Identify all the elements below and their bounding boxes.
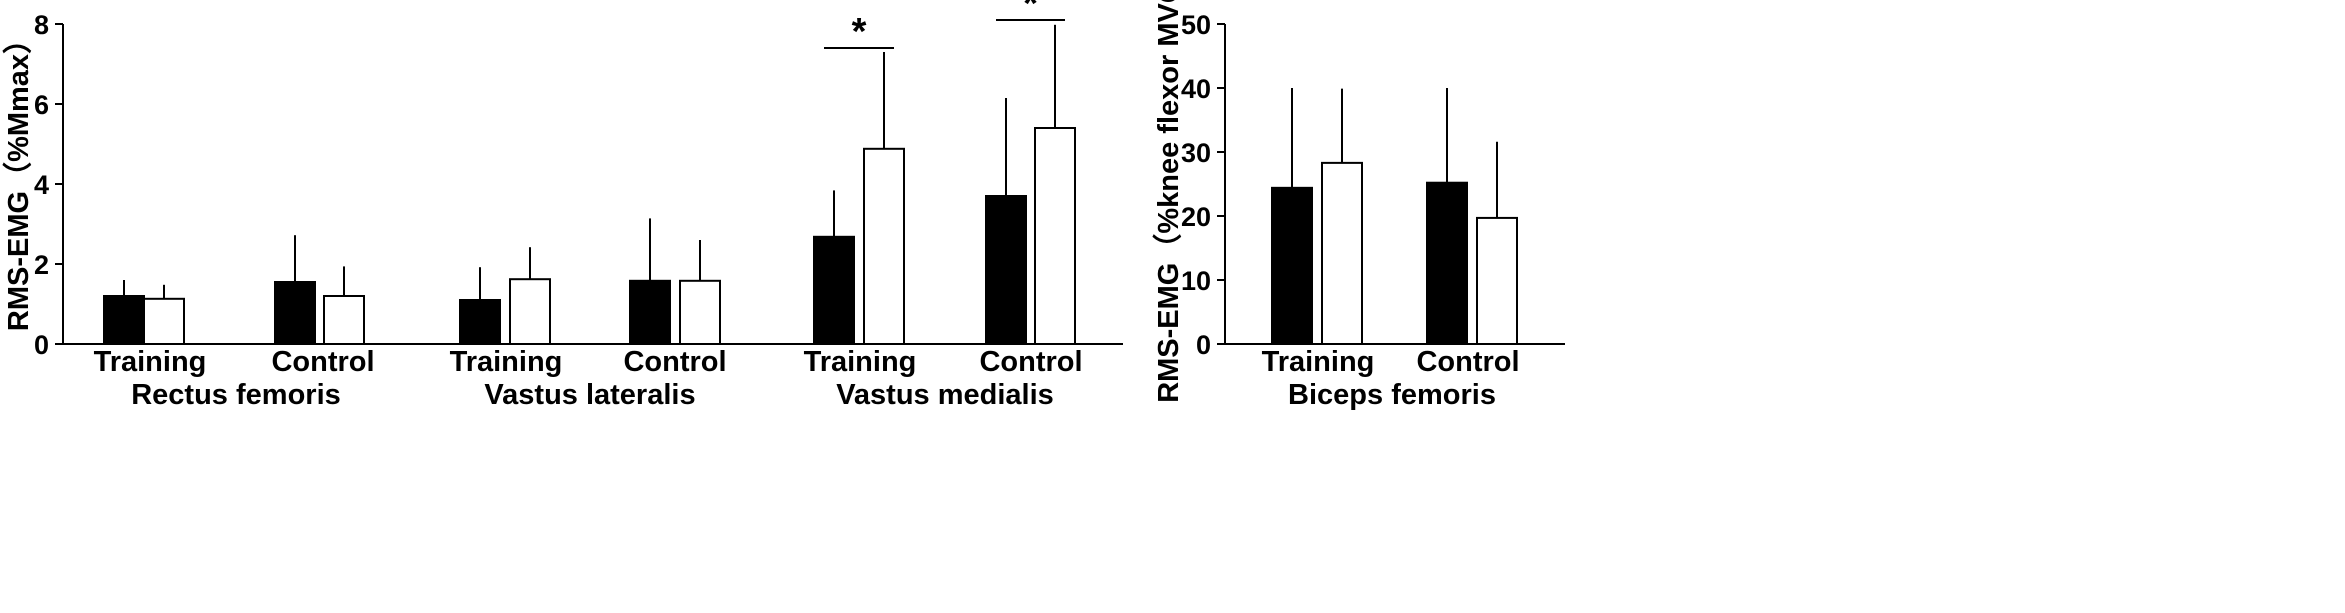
category-label: Control xyxy=(1416,346,1519,378)
bar-black xyxy=(274,281,316,345)
y-tick-label: 30 xyxy=(1181,138,1211,168)
bar-black xyxy=(103,295,145,345)
y-tick-label: 20 xyxy=(1181,202,1211,232)
bar-black xyxy=(459,299,501,345)
category-label: Training xyxy=(804,346,917,378)
panel-title: Vastus lateralis xyxy=(484,379,695,411)
category-label: Control xyxy=(271,346,374,378)
bar-white xyxy=(1321,161,1363,345)
y-tick-label: 2 xyxy=(34,250,49,280)
bar-white xyxy=(323,295,365,345)
bar-white xyxy=(679,279,721,345)
panel-title: Vastus medialis xyxy=(836,379,1054,411)
bar-black xyxy=(629,279,671,345)
category-label: Control xyxy=(623,346,726,378)
panel-title: Rectus femoris xyxy=(131,379,341,411)
bar-white xyxy=(509,278,551,346)
category-label: Training xyxy=(450,346,563,378)
bar-black xyxy=(813,235,855,345)
y-tick-label: 8 xyxy=(34,10,49,40)
y-tick-label: 0 xyxy=(34,330,49,360)
y-tick-label: 10 xyxy=(1181,266,1211,296)
y-axis-title: RMS-EMG（%Mmax） xyxy=(2,25,35,331)
significance-star: * xyxy=(852,11,867,53)
y-tick-label: 0 xyxy=(1196,330,1211,360)
y-axis-title: RMS-EMG（%knee flexor MVC） xyxy=(1152,0,1185,403)
bar-white xyxy=(1476,216,1518,345)
category-label: Control xyxy=(979,346,1082,378)
category-label: Training xyxy=(94,346,207,378)
bar-white xyxy=(143,297,185,345)
y-tick-label: 6 xyxy=(34,90,49,120)
y-tick-label: 4 xyxy=(34,170,49,200)
panel-title: Biceps femoris xyxy=(1288,379,1496,411)
y-tick-label: 40 xyxy=(1181,74,1211,104)
y-tick-label: 50 xyxy=(1181,10,1211,40)
category-label: Training xyxy=(1262,346,1375,378)
significance-star: * xyxy=(1023,0,1038,25)
bar-black xyxy=(985,195,1027,345)
bar-white xyxy=(1034,127,1076,345)
bar-black xyxy=(1426,181,1468,345)
bar-white xyxy=(863,147,905,345)
bar-black xyxy=(1271,186,1313,345)
